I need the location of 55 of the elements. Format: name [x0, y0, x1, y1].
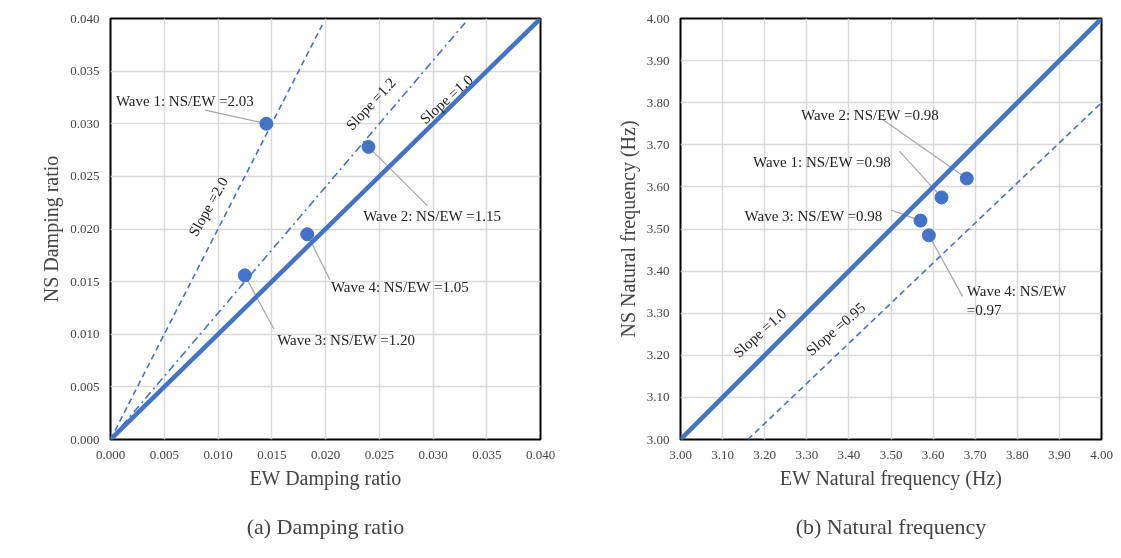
x-axis-title: EW Natural frequency (Hz) [779, 466, 1002, 490]
annotation: Slope =2.0 [185, 174, 232, 239]
y-axis-title: NS Natural frequency (Hz) [616, 120, 640, 338]
y-tick-label: 3.30 [646, 305, 670, 321]
y-axis-title: NS Damping ratio [40, 155, 64, 303]
x-tick-label: 3.10 [711, 446, 734, 462]
x-tick-label: 0.040 [525, 446, 556, 462]
y-tick-label: 3.10 [646, 389, 670, 405]
y-tick-label: 3.00 [646, 431, 670, 447]
y-tick-label: 0.005 [70, 378, 100, 394]
annotation: Wave 3: NS/EW =1.20 [277, 331, 415, 348]
y-tick-label: 3.20 [646, 347, 670, 363]
x-tick-label: 0.035 [472, 446, 502, 462]
y-tick-label: 3.70 [646, 136, 670, 152]
annotation: Wave 4: NS/EW =1.05 [330, 278, 469, 295]
annotation: Wave 4: NS/EW =0.97 [966, 282, 1068, 319]
y-tick-label: 0.035 [70, 63, 100, 79]
y-tick-label: 3.90 [646, 52, 670, 68]
annotation: Wave 2: NS/EW =0.98 [800, 107, 939, 124]
y-tick-label: 0.030 [70, 115, 100, 131]
y-tick-label: 0.040 [70, 10, 100, 26]
text: (a) Damping ratio [246, 513, 405, 539]
text: (b) Natural frequency [795, 513, 987, 539]
x-tick-label: 0.020 [310, 446, 341, 462]
x-tick-label: 0.030 [418, 446, 448, 462]
y-tick-label: 3.80 [646, 94, 670, 110]
x-tick-label: 4.00 [1090, 446, 1113, 462]
x-tick-label: 3.00 [669, 446, 692, 462]
x-axis-title: EW Damping ratio [249, 466, 402, 490]
y-tick-label: 0.025 [70, 168, 100, 184]
x-tick-label: 3.50 [879, 446, 903, 462]
x-tick-label: 3.30 [795, 446, 819, 462]
annotation: Wave 1: NS/EW =2.03 [115, 92, 254, 109]
annotation: Wave 2: NS/EW =1.15 [363, 208, 501, 225]
y-tick-label: 0.015 [70, 273, 100, 289]
y-tick-label: 3.60 [646, 178, 670, 194]
x-tick-label: 3.80 [1005, 446, 1029, 462]
annotation: Wave 3: NS/EW =0.98 [744, 208, 883, 225]
x-tick-label: 0.010 [203, 446, 233, 462]
x-tick-label: 3.60 [921, 446, 945, 462]
annotation: Wave 1: NS/EW =0.98 [752, 153, 891, 170]
y-tick-label: 0.000 [70, 431, 100, 447]
x-tick-label: 3.70 [963, 446, 987, 462]
y-tick-label: 0.010 [70, 326, 100, 342]
x-tick-label: 3.20 [753, 446, 777, 462]
x-tick-label: 0.025 [364, 446, 394, 462]
x-tick-label: 3.90 [1048, 446, 1071, 462]
y-tick-label: 4.00 [646, 10, 670, 26]
y-tick-label: 0.020 [70, 221, 100, 236]
x-tick-label: 0.000 [95, 446, 126, 462]
x-tick-label: 0.005 [149, 446, 179, 462]
x-tick-label: 3.40 [837, 446, 861, 462]
x-tick-label: 0.015 [257, 446, 287, 462]
y-tick-label: 3.40 [646, 263, 670, 279]
y-tick-label: 3.50 [646, 221, 670, 236]
